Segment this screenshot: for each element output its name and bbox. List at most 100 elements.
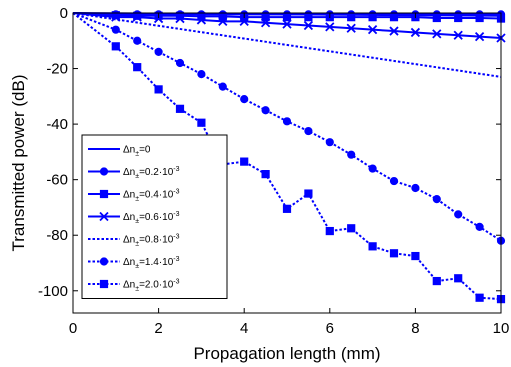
series-3-marker-6 [218,16,228,26]
series-2-marker-14 [389,13,399,22]
y-tick-label: -80 [46,227,68,244]
series-3 [73,12,506,43]
series-6-marker-15 [411,251,420,261]
series-2-marker-18 [475,13,484,23]
series-5-marker-6 [218,82,227,91]
y-tick-label: -100 [38,283,68,300]
series-2-marker-10 [304,13,313,22]
series-5-marker-9 [282,117,292,126]
legend-label-1: Δn±=0.2·10-3 [123,166,180,180]
series-6-marker-4 [175,104,185,113]
legend-entry-4: Δn±=0.8·10-3 [88,234,180,248]
series-6-marker-10 [304,189,313,198]
series-3-marker-7 [239,16,249,26]
x-tick-label: 8 [411,320,419,337]
axes-frame [72,12,502,314]
series-6-marker-13 [368,242,377,251]
legend-entry-2: Δn±=0.4·10-3 [88,189,180,203]
series-3-line [73,12,502,39]
series-6 [73,12,506,304]
series-3-marker-9 [282,19,292,29]
series-3-marker-4 [175,13,185,24]
legend-label-3: Δn±=0.6·10-3 [123,211,180,225]
series-3-marker-8 [260,18,271,28]
series-3-marker-5 [196,15,207,25]
series-6-marker-legend [99,279,109,289]
series-6-marker-3 [154,85,163,94]
series-5-marker-17 [454,210,463,219]
x-tick-label: 0 [69,320,77,337]
legend-label-6: Δn±=2.0·10-3 [123,279,180,293]
series-2-marker-9 [282,13,292,22]
series-layer [73,10,506,304]
y-axis-label: Transmitted power (dB) [9,75,28,252]
series-5-marker-5 [197,70,206,79]
series-5-marker-18 [475,222,484,231]
series-5 [73,12,506,245]
series-6-marker-17 [454,274,463,283]
series-5-marker-15 [411,183,420,193]
series-6-marker-2 [133,63,142,72]
series-6-marker-9 [282,204,292,213]
series-4 [73,12,502,78]
series-3-marker-3 [153,13,164,24]
x-tick-label: 10 [493,320,510,337]
legend-label-5: Δn±=1.4·10-3 [123,256,180,270]
series-6-marker-8 [261,170,270,179]
legend-label-2: Δn±=0.4·10-3 [123,189,180,203]
series-3-marker-11 [325,22,335,32]
legend-entry-5: Δn±=1.4·10-3 [88,256,180,270]
x-tick-label: 4 [240,320,248,337]
series-4-line [73,12,502,78]
series-3-marker-17 [453,30,463,40]
series-2-marker-12 [347,13,356,22]
series-6-marker-1 [111,42,120,51]
series-6-marker-16 [432,276,441,286]
series-2-marker-2 [133,11,142,20]
legend-entry-1: Δn±=0.2·10-3 [88,166,180,180]
series-5-marker-1 [111,25,120,34]
legend-label-4: Δn±=0.8·10-3 [123,234,180,248]
y-tick-label: -60 [46,172,68,189]
series-6-line [73,12,502,301]
series-5-marker-3 [154,47,163,56]
axes: 0 2 4 6 8 10 0 -20 -40 -60 -80 -100 [38,5,509,337]
series-6-marker-7 [240,157,249,166]
series-2-marker-8 [261,13,270,22]
series-2-marker-17 [454,13,463,23]
series-5-marker-14 [389,176,399,186]
series-3-marker-18 [474,31,485,42]
series-3-marker-10 [303,20,314,31]
series-5-marker-16 [432,195,441,204]
series-3-marker-2 [132,12,142,22]
x-axis-label: Propagation length (mm) [193,344,380,363]
y-tick-label: 0 [60,5,68,22]
series-2-marker-16 [432,13,441,23]
series-5-marker-11 [325,138,334,147]
series-5-marker-4 [175,58,185,68]
legend: Δn±=0 Δn±=0.2·10-3 Δn±=0.4·10-3 Δn±=0.6·10-… [81,134,228,299]
y-tick-label: -20 [46,61,68,78]
series-2-marker-legend [99,189,109,199]
series-3-marker-12 [346,23,356,33]
series-3-marker-legend [99,211,109,222]
series-5-marker-13 [368,164,377,173]
legend-entry-6: Δn±=2.0·10-3 [88,279,180,293]
series-2-marker-13 [368,13,377,22]
y-tick-label: -40 [46,116,68,133]
series-6-marker-12 [347,224,356,233]
series-5-marker-10 [304,126,313,136]
legend-entry-0: Δn±=0 [88,145,151,158]
series-5-marker-2 [133,36,142,45]
series-5-marker-12 [347,150,356,159]
legend-entry-3: Δn±=0.6·10-3 [88,211,180,225]
series-6-marker-18 [475,293,484,302]
series-3-marker-13 [367,25,378,35]
series-5-marker-7 [240,95,249,104]
x-tick-label: 2 [154,320,162,337]
legend-label-0: Δn±=0 [123,145,151,158]
series-5-marker-8 [261,106,270,115]
series-3-marker-16 [432,29,442,39]
